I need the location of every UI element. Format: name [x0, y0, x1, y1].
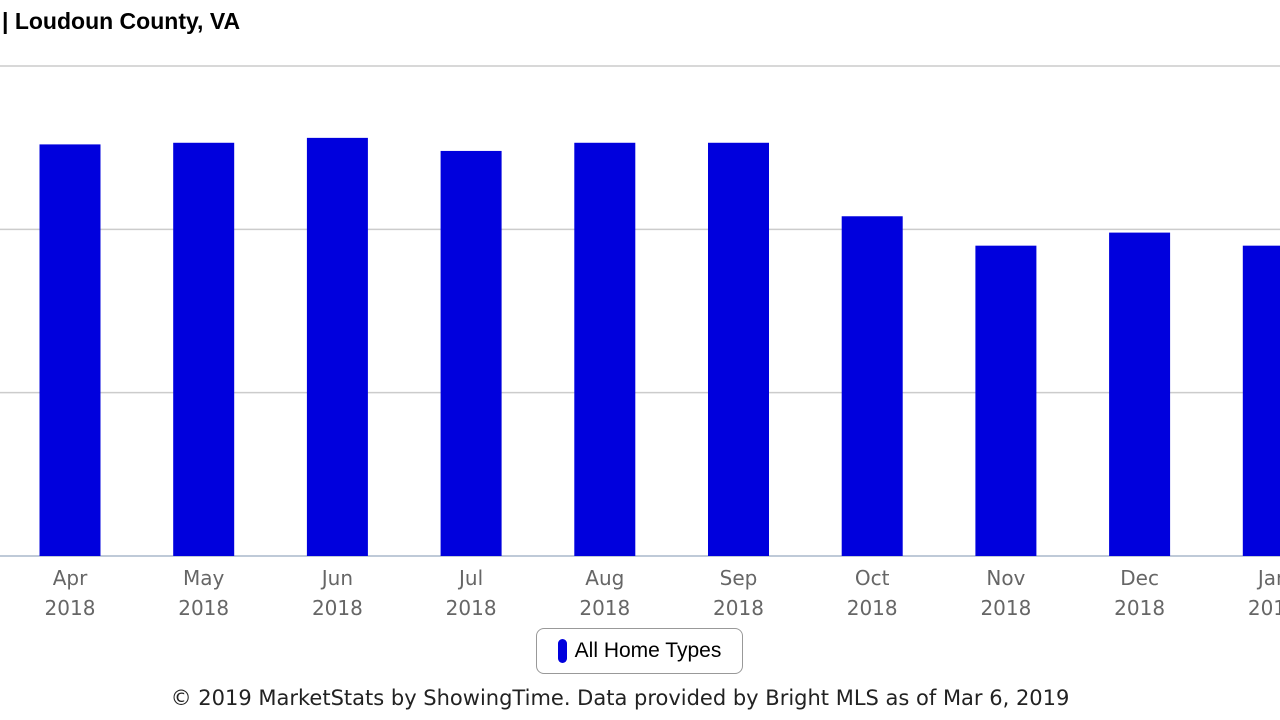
bar: [39, 144, 101, 556]
x-tick-label: Apr 2018: [44, 566, 96, 620]
x-tick-label: Dec 2018: [1114, 566, 1166, 620]
legend-label: All Home Types: [574, 639, 722, 662]
bar: [1109, 232, 1171, 556]
bar: [841, 216, 903, 556]
bar: [1242, 245, 1280, 556]
x-tick-label: May 2018: [178, 566, 230, 620]
bar: [708, 142, 769, 556]
x-tick-label: Sep 2018: [713, 566, 764, 620]
x-tick-label: Nov 2018: [980, 566, 1032, 620]
x-tick-label: Oct 2018: [846, 566, 898, 620]
footer: © 2019 MarketStats by ShowingTime. Data …: [170, 686, 1070, 710]
chart-title: | Loudoun County, VA: [2, 8, 241, 34]
x-tick-label: Jan 2019: [1247, 566, 1280, 620]
x-tick-label: Jul 2018: [445, 566, 497, 620]
bar: [306, 137, 368, 556]
x-tick-label: Jun 2018: [311, 566, 363, 620]
legend-swatch: [557, 639, 567, 663]
bar: [440, 150, 502, 556]
bar: [975, 245, 1037, 556]
legend[interactable]: All Home Types: [536, 628, 743, 674]
bar: [173, 142, 235, 556]
x-tick-label: Aug 2018: [579, 566, 631, 620]
bar: [574, 142, 636, 556]
